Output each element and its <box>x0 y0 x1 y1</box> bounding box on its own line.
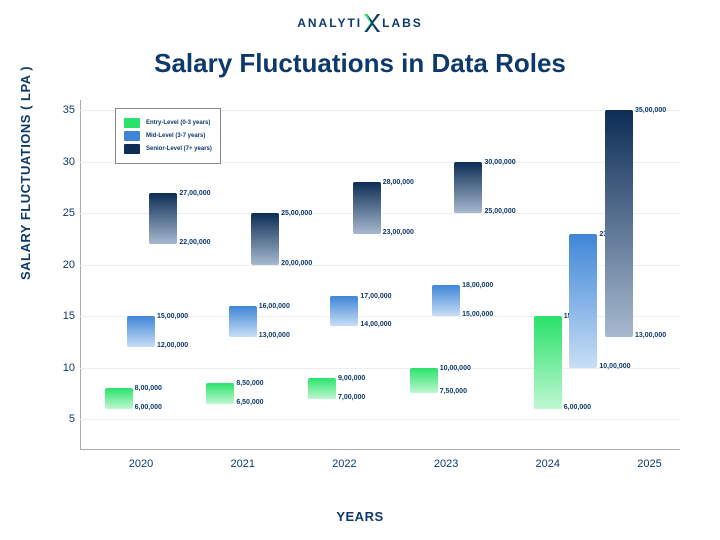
range-bar-senior <box>605 110 633 336</box>
bar-low-value: 7,00,000 <box>338 394 365 401</box>
bar-low-value: 7,50,000 <box>440 388 467 395</box>
range-bar-mid <box>127 316 155 347</box>
range-bar-senior <box>251 213 279 264</box>
brand-logo: ANALYTI LABS <box>297 14 423 32</box>
x-tick-label: 2020 <box>129 458 153 470</box>
logo-right-text: LABS <box>382 16 423 30</box>
bar-low-value: 6,00,000 <box>135 404 162 411</box>
x-tick-label: 2023 <box>434 458 458 470</box>
bar-low-value: 12,00,000 <box>157 342 188 349</box>
y-tick-label: 10 <box>50 362 75 374</box>
legend-label: Mid-Level (3-7 years) <box>146 133 205 139</box>
range-bar-senior <box>353 182 381 233</box>
y-axis-label: SALARY FLUCTUATIONS ( LPA ) <box>18 66 33 280</box>
bar-high-value: 17,00,000 <box>360 293 391 300</box>
legend: Entry-Level (0-3 years) Mid-Level (3-7 ye… <box>115 108 221 164</box>
bar-high-value: 30,00,000 <box>484 159 515 166</box>
y-axis-line <box>80 100 81 450</box>
y-tick-label: 30 <box>50 156 75 168</box>
legend-swatch <box>124 144 140 154</box>
bar-low-value: 25,00,000 <box>484 208 515 215</box>
chart-title: Salary Fluctuations in Data Roles <box>0 48 720 79</box>
bar-high-value: 8,50,000 <box>236 380 263 387</box>
range-bar-entry <box>206 383 234 404</box>
y-tick-label: 25 <box>50 207 75 219</box>
bar-high-value: 9,00,000 <box>338 375 365 382</box>
logo-left-text: ANALYTI <box>297 16 362 30</box>
range-bar-mid <box>330 296 358 327</box>
range-bar-mid <box>229 306 257 337</box>
legend-item: Senior-Level (7+ years) <box>124 144 212 154</box>
bar-high-value: 8,00,000 <box>135 385 162 392</box>
legend-swatch <box>124 118 140 128</box>
legend-swatch <box>124 131 140 141</box>
bar-high-value: 10,00,000 <box>440 365 471 372</box>
range-bar-mid <box>569 234 597 368</box>
bar-low-value: 20,00,000 <box>281 260 312 267</box>
range-bar-mid <box>432 285 460 316</box>
range-bar-senior <box>149 193 177 244</box>
bar-high-value: 16,00,000 <box>259 303 290 310</box>
bar-low-value: 13,00,000 <box>635 332 666 339</box>
bar-high-value: 18,00,000 <box>462 282 493 289</box>
bar-high-value: 27,00,000 <box>179 190 210 197</box>
bar-high-value: 15,00,000 <box>157 313 188 320</box>
legend-item: Entry-Level (0-3 years) <box>124 118 212 128</box>
x-tick-label: 2024 <box>536 458 560 470</box>
bar-low-value: 15,00,000 <box>462 311 493 318</box>
bar-high-value: 25,00,000 <box>281 210 312 217</box>
y-tick-label: 20 <box>50 259 75 271</box>
legend-label: Senior-Level (7+ years) <box>146 146 212 152</box>
bar-low-value: 10,00,000 <box>599 363 630 370</box>
y-tick-label: 5 <box>50 413 75 425</box>
logo-x-icon <box>364 14 380 32</box>
legend-item: Mid-Level (3-7 years) <box>124 131 212 141</box>
range-bar-entry <box>534 316 562 409</box>
bar-low-value: 13,00,000 <box>259 332 290 339</box>
range-bar-entry <box>410 368 438 394</box>
legend-label: Entry-Level (0-3 years) <box>146 120 210 126</box>
x-axis-line <box>80 449 680 450</box>
bar-low-value: 6,00,000 <box>564 404 591 411</box>
x-tick-label: 2022 <box>332 458 356 470</box>
bar-low-value: 22,00,000 <box>179 239 210 246</box>
bar-low-value: 6,50,000 <box>236 399 263 406</box>
gridline <box>80 419 680 420</box>
bar-high-value: 35,00,000 <box>635 107 666 114</box>
bar-high-value: 28,00,000 <box>383 179 414 186</box>
range-bar-senior <box>454 162 482 213</box>
x-axis-label: YEARS <box>0 509 720 524</box>
x-tick-label: 2021 <box>230 458 254 470</box>
range-bar-entry <box>105 388 133 409</box>
bar-low-value: 23,00,000 <box>383 229 414 236</box>
chart-plot-area: 5101520253035202020212022202320242025Ent… <box>80 100 680 450</box>
gridline <box>80 368 680 369</box>
x-tick-label: 2025 <box>637 458 661 470</box>
y-tick-label: 15 <box>50 310 75 322</box>
bar-low-value: 14,00,000 <box>360 321 391 328</box>
range-bar-entry <box>308 378 336 399</box>
y-tick-label: 35 <box>50 104 75 116</box>
